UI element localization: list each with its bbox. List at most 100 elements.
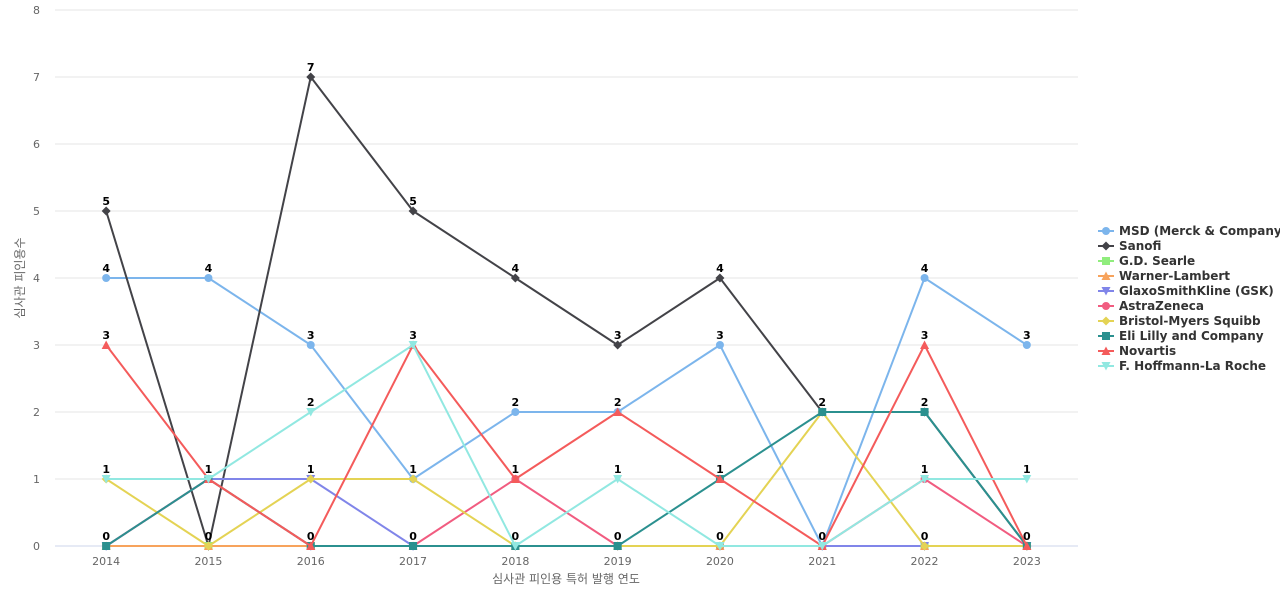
legend-marker xyxy=(1102,257,1110,265)
data-label: 3 xyxy=(921,329,929,342)
data-point xyxy=(408,206,418,216)
data-point xyxy=(203,475,213,484)
data-point xyxy=(920,475,930,484)
data-point xyxy=(613,340,623,350)
legend-label: AstraZeneca xyxy=(1119,299,1204,313)
data-point xyxy=(715,474,725,483)
legend-item-bristol-myers-squibb[interactable]: Bristol-Myers Squibb xyxy=(1098,314,1261,328)
data-label: 3 xyxy=(409,329,417,342)
legend-item-eli-lilly-and-company[interactable]: Eli Lilly and Company xyxy=(1098,329,1264,343)
data-point xyxy=(203,541,213,551)
data-point xyxy=(920,274,929,282)
data-point xyxy=(613,542,622,550)
data-label: 7 xyxy=(307,61,315,74)
legend-item-astrazeneca[interactable]: AstraZeneca xyxy=(1098,299,1204,313)
data-label: 1 xyxy=(409,463,417,476)
data-label: 3 xyxy=(614,329,622,342)
y-tick-label: 1 xyxy=(33,473,40,486)
data-label: 3 xyxy=(307,329,315,342)
legend-marker xyxy=(1102,227,1110,235)
data-label: 4 xyxy=(716,262,724,275)
legend-label: Bristol-Myers Squibb xyxy=(1119,314,1261,328)
y-tick-label: 0 xyxy=(33,540,40,553)
legend-item-msd-merck-company[interactable]: MSD (Merck & Company) xyxy=(1098,224,1280,238)
data-label: 4 xyxy=(205,262,213,275)
series-lines xyxy=(101,72,1032,551)
data-point xyxy=(306,72,316,82)
data-labels: 5 4 3 1 0 4 1 0 7 3 2 1 0 5 3 1 0 4 2 1 0 3 2 1 0 4 3 1 0 2 0 4 3 2 1 0 3 1 0 xyxy=(102,61,1031,543)
legend-label: Novartis xyxy=(1119,344,1176,358)
legend-label: MSD (Merck & Company) xyxy=(1119,224,1280,238)
data-point xyxy=(715,341,724,349)
data-point xyxy=(101,206,111,216)
data-label: 1 xyxy=(614,463,622,476)
legend-marker xyxy=(1102,302,1110,310)
legend-label: Eli Lilly and Company xyxy=(1119,329,1264,343)
legend-item-warner-lambert[interactable]: Warner-Lambert xyxy=(1098,269,1230,283)
y-axis-title: 심사관 피인용수 xyxy=(13,237,27,318)
data-label: 2 xyxy=(614,396,622,409)
data-point xyxy=(613,475,623,484)
legend-item-sanofi[interactable]: Sanofi xyxy=(1098,239,1161,253)
legend-item-g-d-searle[interactable]: G.D. Searle xyxy=(1098,254,1195,268)
data-point xyxy=(817,542,827,551)
legend-label: Sanofi xyxy=(1119,239,1161,253)
legend-label: G.D. Searle xyxy=(1119,254,1195,268)
series-line xyxy=(106,344,1027,547)
data-label: 4 xyxy=(921,262,929,275)
data-label: 1 xyxy=(512,463,520,476)
data-point xyxy=(102,274,111,282)
data-label: 0 xyxy=(921,530,929,543)
data-point xyxy=(715,273,725,283)
gridlines xyxy=(55,9,1078,480)
data-point xyxy=(408,474,418,484)
data-point xyxy=(920,340,930,349)
data-label: 0 xyxy=(614,530,622,543)
data-point xyxy=(306,541,316,550)
x-tick-label: 2017 xyxy=(399,555,427,568)
y-tick-label: 5 xyxy=(33,205,40,218)
data-label: 1 xyxy=(921,463,929,476)
data-label: 4 xyxy=(512,262,520,275)
legend-label: F. Hoffmann-La Roche xyxy=(1119,359,1266,373)
x-tick-label: 2020 xyxy=(706,555,734,568)
legend-marker xyxy=(1101,316,1111,326)
data-point xyxy=(920,541,930,551)
data-point xyxy=(818,408,827,416)
x-tick-label: 2014 xyxy=(92,555,120,568)
data-label: 3 xyxy=(1023,329,1031,342)
data-point xyxy=(204,274,213,282)
y-tick-label: 6 xyxy=(33,138,40,151)
data-point xyxy=(613,407,623,416)
data-point xyxy=(715,542,725,551)
series-f-hoffmann-la-roche xyxy=(101,341,1032,551)
data-point xyxy=(920,408,929,416)
x-axis-ticks: 2014 2015 2016 2017 2018 2019 2020 2021 2022 2023 xyxy=(92,546,1041,568)
legend-item-f-hoffmann-la-roche[interactable]: F. Hoffmann-La Roche xyxy=(1098,359,1266,373)
legend-marker xyxy=(1101,362,1111,371)
data-label: 1 xyxy=(102,463,110,476)
data-label: 1 xyxy=(1023,463,1031,476)
x-axis-title: 심사관 피인용 특허 발행 연도 xyxy=(492,571,640,586)
data-label: 1 xyxy=(716,463,724,476)
data-point xyxy=(510,273,520,283)
data-label: 0 xyxy=(1023,530,1031,543)
data-point xyxy=(409,542,418,550)
data-point xyxy=(1022,541,1032,550)
data-point xyxy=(510,474,520,483)
legend-marker xyxy=(1101,271,1111,280)
data-point xyxy=(511,408,520,416)
data-label: 0 xyxy=(205,530,213,543)
legend-item-glaxosmithkline-gsk[interactable]: GlaxoSmithKline (GSK) xyxy=(1098,284,1274,298)
x-tick-label: 2021 xyxy=(808,555,836,568)
data-label: 0 xyxy=(818,530,826,543)
data-label: 3 xyxy=(716,329,724,342)
data-label: 0 xyxy=(307,530,315,543)
x-tick-label: 2019 xyxy=(604,555,632,568)
data-label: 1 xyxy=(205,463,213,476)
legend-item-novartis[interactable]: Novartis xyxy=(1098,344,1176,358)
data-point xyxy=(101,475,111,484)
x-tick-label: 2018 xyxy=(501,555,529,568)
series-novartis xyxy=(101,340,1032,550)
